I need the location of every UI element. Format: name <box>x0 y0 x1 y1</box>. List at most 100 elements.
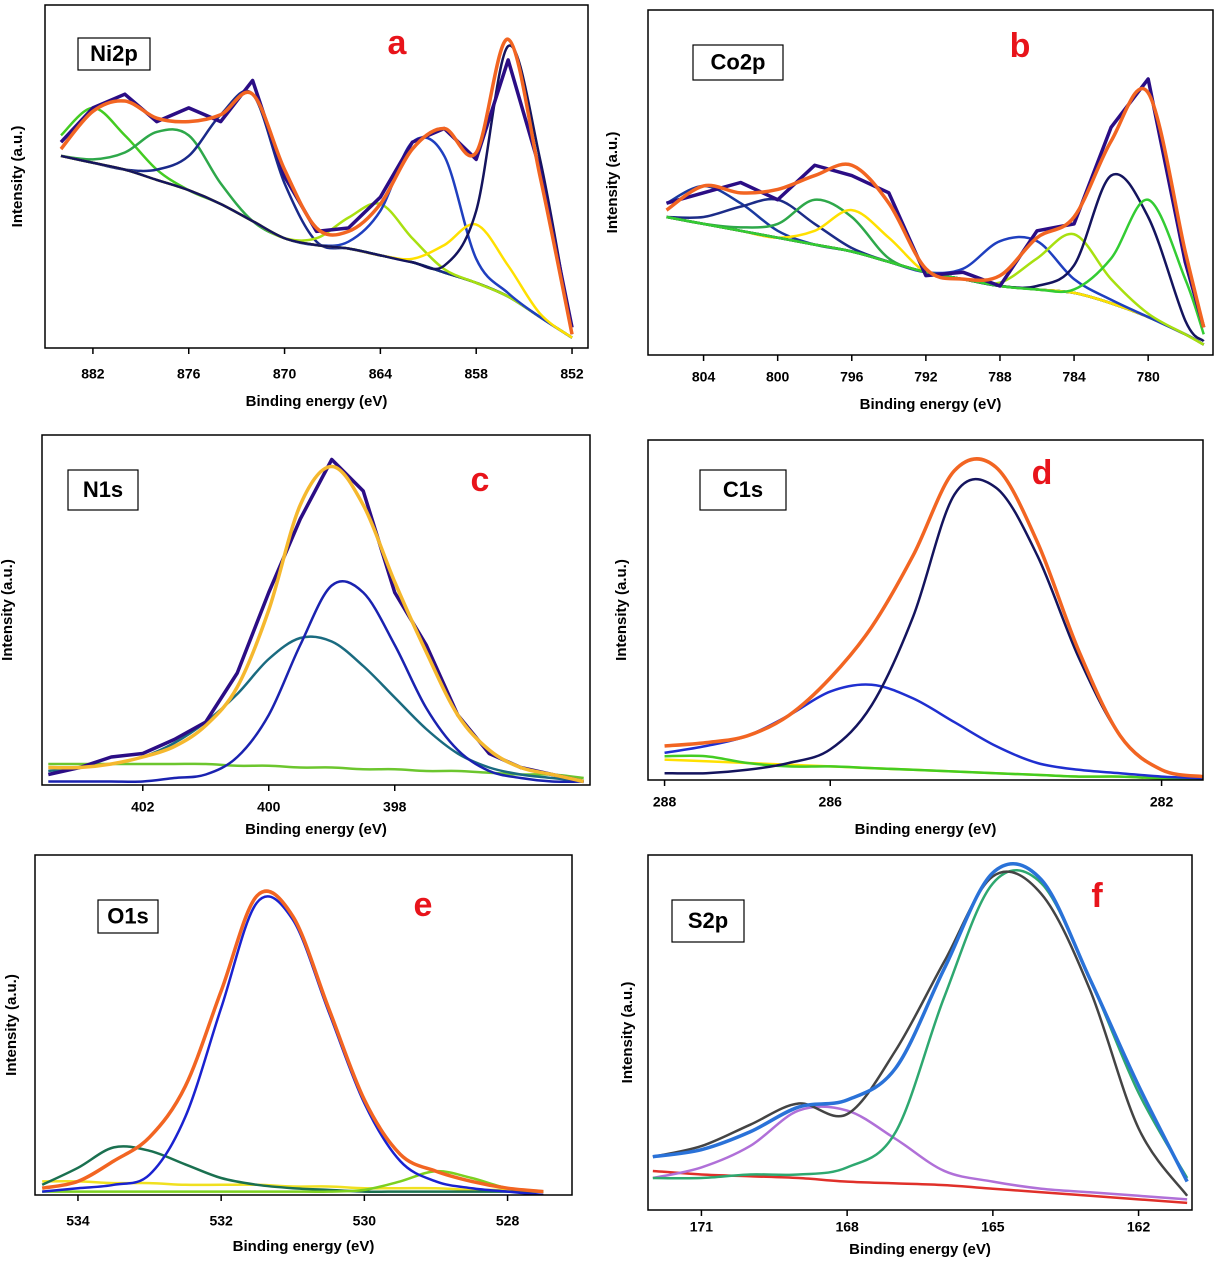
x-tick-label: 532 <box>209 1213 233 1229</box>
fit-line <box>41 889 544 1194</box>
x-tick-label: 288 <box>653 794 677 810</box>
fit-line <box>42 1169 544 1193</box>
fit-line <box>48 580 584 784</box>
y-axis-label: Intensity (a.u.) <box>613 559 630 661</box>
x-tick-label: 168 <box>835 1219 859 1235</box>
x-tick-label: 882 <box>81 366 105 382</box>
fit-line <box>652 870 1189 1197</box>
curves <box>665 77 1206 346</box>
plot-frame <box>44 4 589 349</box>
fit-line <box>41 1145 544 1193</box>
fit-line <box>60 89 573 339</box>
panel: 171 168 165 162 Binding energy (eV) Intensity… <box>619 854 1193 1258</box>
title-box <box>671 899 745 943</box>
panel-title: Co2p <box>711 49 766 74</box>
x-axis-label: Binding energy (eV) <box>849 1241 991 1258</box>
fit-line <box>652 1169 1188 1205</box>
fit-line <box>652 1105 1188 1201</box>
title-box <box>692 44 784 81</box>
fit-line <box>60 154 573 339</box>
x-axis-label: Binding energy (eV) <box>860 396 1002 413</box>
y-axis-label: Intensity (a.u.) <box>604 132 621 234</box>
x-tick-label: 792 <box>914 369 938 385</box>
fit-line <box>664 477 1203 778</box>
fit-line <box>666 172 1205 343</box>
panel-label: c <box>471 461 490 499</box>
x-tick-label: 796 <box>840 369 864 385</box>
curves <box>664 457 1203 780</box>
x-tick-label: 788 <box>988 369 1012 385</box>
fit-line <box>60 106 573 339</box>
panel: 534 532 530 528 Binding energy (eV) Intensity… <box>3 854 573 1255</box>
fit-line <box>665 184 1205 346</box>
raw-data-line <box>59 58 574 328</box>
title-box <box>67 469 139 511</box>
x-tick-label: 162 <box>1127 1219 1151 1235</box>
curves <box>41 889 544 1195</box>
x-tick-label: 804 <box>692 369 716 385</box>
fit-line <box>60 128 573 339</box>
panel-title: O1s <box>107 903 149 928</box>
plot-frame <box>34 854 573 1196</box>
panel-label: a <box>388 24 408 62</box>
y-axis-label: Intensity (a.u.) <box>0 559 16 661</box>
x-tick-label: 858 <box>465 366 489 382</box>
curves <box>47 457 585 784</box>
x-tick-label: 165 <box>981 1219 1005 1235</box>
fit-line <box>664 457 1203 779</box>
x-tick-label: 800 <box>766 369 790 385</box>
fit-line <box>42 1180 544 1193</box>
x-axis-label: Binding energy (eV) <box>246 393 388 410</box>
x-tick-label: 876 <box>177 366 201 382</box>
fit-line <box>59 37 574 335</box>
x-tick-label: 402 <box>131 799 155 815</box>
fit-line <box>665 87 1206 328</box>
x-tick-label: 530 <box>353 1213 377 1229</box>
fit-line <box>42 895 544 1195</box>
panel: 882 876 870 864 858 852 Binding energy (eV) Int… <box>9 4 589 410</box>
panel-title: C1s <box>723 477 763 502</box>
panel-title: N1s <box>83 477 123 502</box>
panel: 804 800 796 792 788 784 780 Binding energy (eV)… <box>604 9 1214 413</box>
panel-label: e <box>414 886 433 924</box>
fit-line <box>666 198 1205 335</box>
y-axis-label: Intensity (a.u.) <box>3 974 20 1076</box>
x-axis-label: Binding energy (eV) <box>233 1238 375 1255</box>
panel-label: b <box>1010 27 1031 65</box>
x-tick-label: 870 <box>273 366 297 382</box>
fit-line <box>664 754 1203 780</box>
x-axis-label: Binding energy (eV) <box>855 821 997 838</box>
plot-frame <box>647 9 1214 356</box>
fit-line <box>652 862 1189 1183</box>
x-tick-label: 528 <box>496 1213 520 1229</box>
title-box <box>699 469 787 511</box>
x-tick-label: 852 <box>560 366 584 382</box>
plot-frame <box>647 854 1193 1211</box>
plot-frame <box>41 434 591 786</box>
panel-title: Ni2p <box>90 41 138 66</box>
x-tick-label: 784 <box>1062 369 1086 385</box>
x-tick-label: 282 <box>1150 794 1174 810</box>
x-tick-label: 171 <box>690 1219 714 1235</box>
panel-label: f <box>1091 877 1103 915</box>
panel: 402 400 398 Binding energy (eV) Intensity (a… <box>0 434 591 838</box>
x-tick-label: 534 <box>66 1213 90 1229</box>
curves <box>59 37 574 339</box>
fit-line <box>60 44 574 335</box>
title-box <box>97 899 159 934</box>
x-tick-label: 864 <box>369 366 393 382</box>
x-axis-label: Binding energy (eV) <box>245 821 387 838</box>
panel-title: S2p <box>688 908 728 933</box>
title-box <box>77 37 151 71</box>
fit-line <box>48 464 585 784</box>
panel: 288 286 282 Binding energy (eV) Intensity (a… <box>613 439 1204 838</box>
fit-line <box>664 683 1203 780</box>
x-tick-label: 286 <box>819 794 843 810</box>
y-axis-label: Intensity (a.u.) <box>9 126 26 228</box>
curves <box>652 862 1189 1205</box>
x-tick-label: 398 <box>383 799 407 815</box>
plot-frame <box>647 439 1204 781</box>
x-tick-label: 780 <box>1136 369 1160 385</box>
panel-label: d <box>1032 454 1053 492</box>
